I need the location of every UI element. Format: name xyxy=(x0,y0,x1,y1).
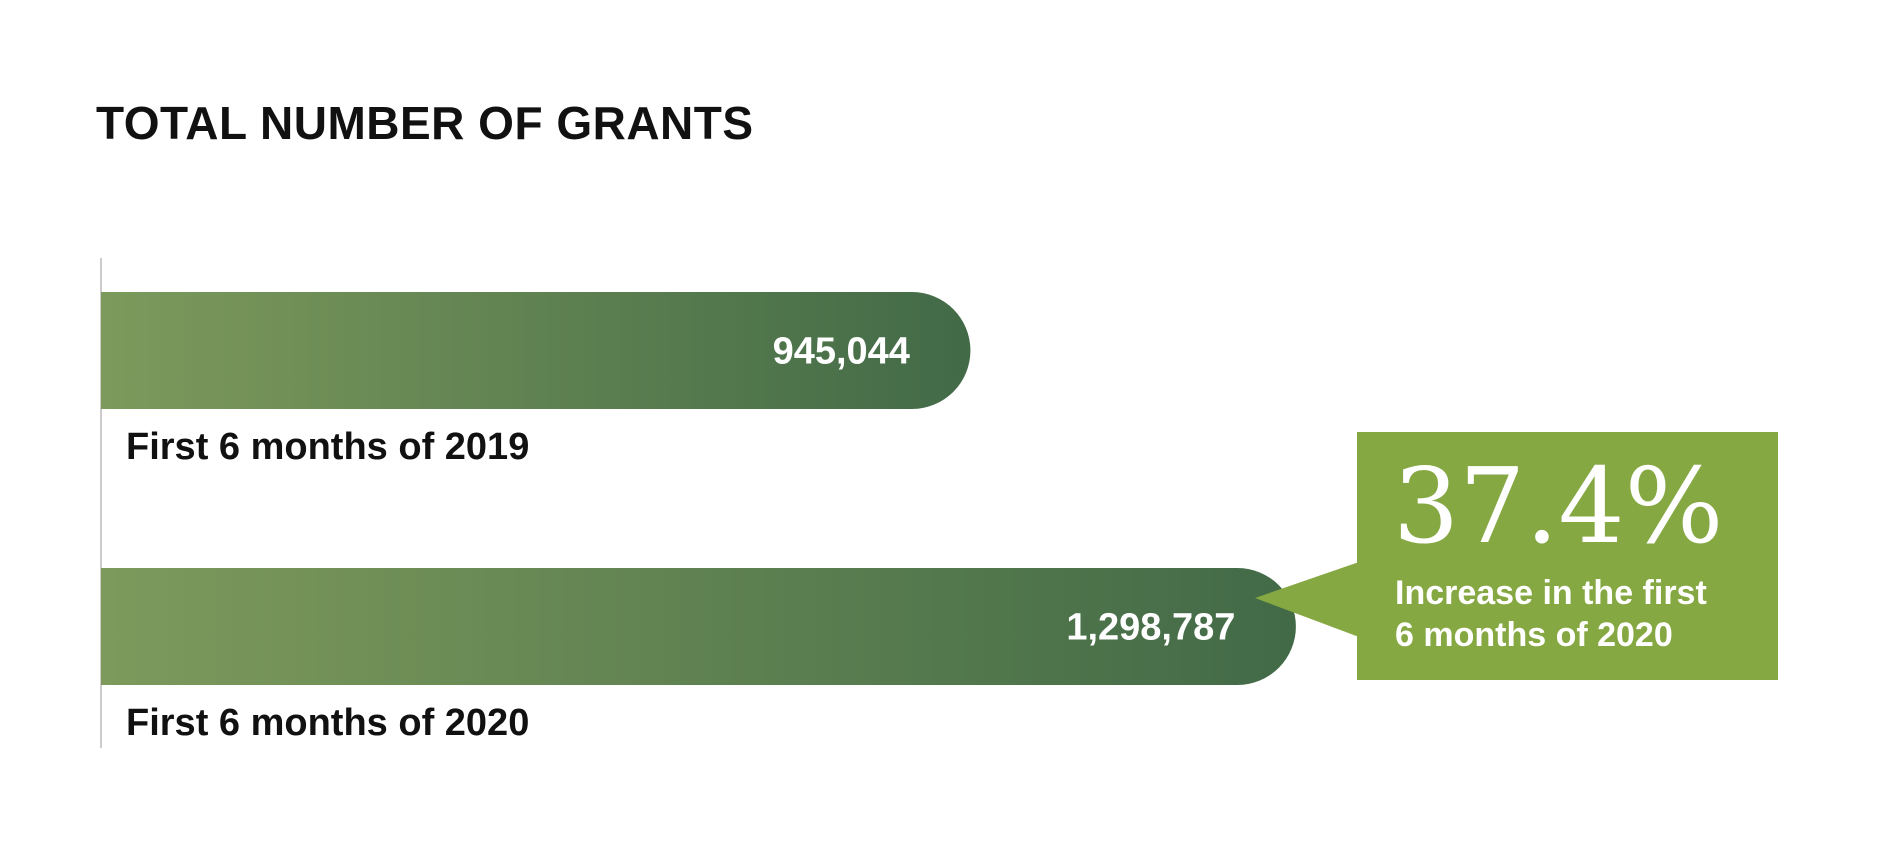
category-label-1: First 6 months of 2019 xyxy=(126,426,529,468)
bar-value-label-2: 1,298,787 xyxy=(1066,607,1235,649)
category-label-2: First 6 months of 2020 xyxy=(126,702,529,744)
callout-text-line-2: 6 months of 2020 xyxy=(1395,616,1673,654)
bar-1 xyxy=(101,292,971,409)
callout-box xyxy=(1357,432,1778,680)
bar-value-label-1: 945,044 xyxy=(773,331,910,373)
callout-pointer xyxy=(1255,562,1359,637)
callout-percent: 37.4% xyxy=(1393,445,1723,567)
chart-title: TOTAL NUMBER OF GRANTS xyxy=(96,97,754,149)
callout-text-line-1: Increase in the first xyxy=(1395,574,1707,612)
bar-2 xyxy=(101,568,1296,685)
